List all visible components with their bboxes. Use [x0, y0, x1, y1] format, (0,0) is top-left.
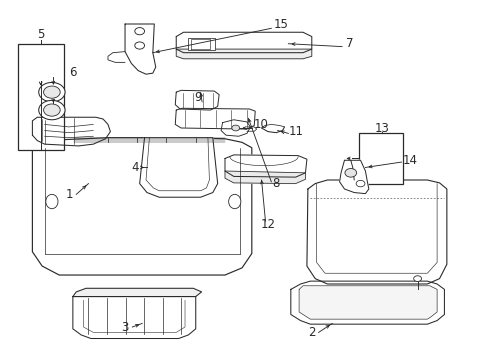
Text: 5: 5	[37, 28, 44, 41]
Text: 15: 15	[273, 18, 288, 31]
Circle shape	[135, 42, 144, 49]
Text: 8: 8	[272, 177, 279, 190]
Polygon shape	[175, 90, 219, 110]
Bar	[358, 134, 402, 184]
Circle shape	[413, 276, 421, 282]
Polygon shape	[176, 32, 311, 53]
Text: 1: 1	[65, 188, 73, 201]
Text: 4: 4	[131, 161, 138, 174]
Circle shape	[231, 125, 239, 131]
Polygon shape	[140, 138, 217, 197]
Circle shape	[355, 180, 364, 187]
Circle shape	[43, 86, 60, 98]
Text: 14: 14	[402, 154, 417, 167]
Polygon shape	[221, 120, 250, 136]
Circle shape	[344, 168, 356, 177]
Text: 13: 13	[374, 122, 388, 135]
Polygon shape	[306, 180, 446, 284]
Ellipse shape	[228, 194, 241, 209]
Polygon shape	[125, 24, 156, 74]
Text: 11: 11	[287, 125, 303, 138]
Text: 3: 3	[121, 320, 128, 333]
Text: 2: 2	[307, 326, 315, 339]
Polygon shape	[290, 281, 444, 324]
Polygon shape	[339, 160, 368, 194]
Polygon shape	[73, 297, 195, 338]
Circle shape	[135, 28, 144, 35]
Circle shape	[43, 104, 60, 116]
Text: 7: 7	[345, 37, 352, 50]
Ellipse shape	[46, 194, 58, 209]
Bar	[18, 44, 64, 149]
Polygon shape	[224, 155, 306, 177]
Text: 9: 9	[194, 91, 202, 104]
Polygon shape	[73, 288, 201, 297]
Text: 10: 10	[254, 118, 268, 131]
Text: 12: 12	[260, 218, 275, 231]
Circle shape	[39, 82, 65, 102]
Circle shape	[39, 100, 65, 120]
Text: 6: 6	[69, 66, 77, 79]
Polygon shape	[176, 49, 311, 59]
Polygon shape	[175, 108, 255, 129]
Polygon shape	[224, 171, 305, 184]
Polygon shape	[299, 286, 436, 319]
Polygon shape	[32, 138, 251, 275]
Polygon shape	[32, 117, 110, 146]
Bar	[188, 38, 215, 50]
